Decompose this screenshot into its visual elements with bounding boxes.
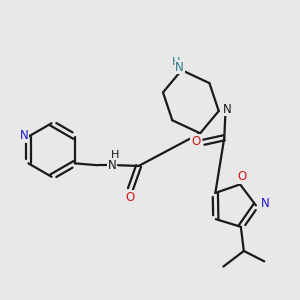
Text: N: N <box>20 129 28 142</box>
Text: O: O <box>237 170 247 184</box>
Text: N: N <box>261 197 269 210</box>
Text: N: N <box>175 61 184 74</box>
Text: H: H <box>111 150 119 160</box>
Text: O: O <box>125 191 134 204</box>
Text: H: H <box>172 57 180 67</box>
Text: N: N <box>223 103 231 116</box>
Text: O: O <box>191 135 200 148</box>
Text: N: N <box>107 159 116 172</box>
